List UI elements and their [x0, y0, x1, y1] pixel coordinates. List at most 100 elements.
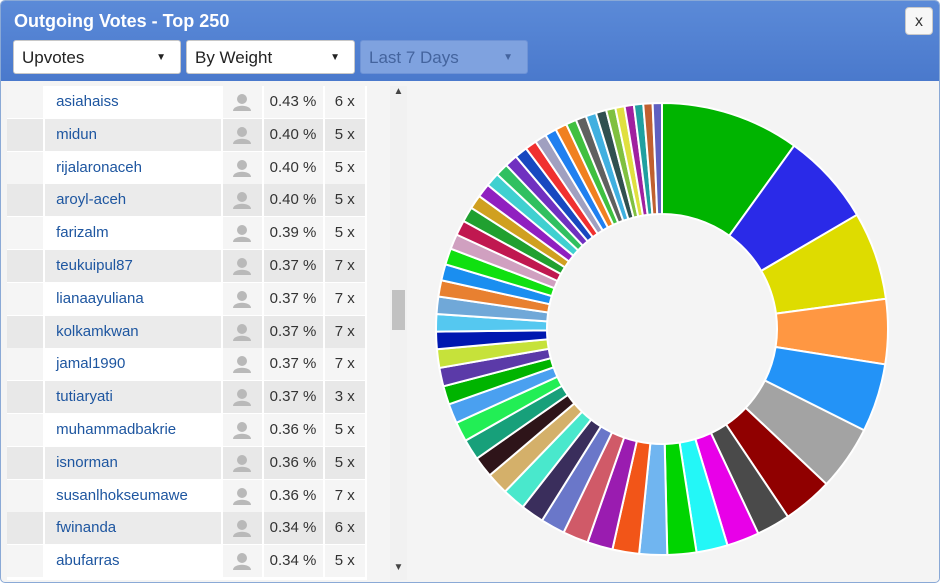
vote-type-select[interactable]: Upvotes ▼ — [13, 40, 181, 74]
row-spacer — [7, 151, 46, 184]
voter-link[interactable]: rijalaronaceh — [45, 151, 223, 184]
vote-count: 5 x — [324, 217, 367, 250]
voter-link[interactable]: tutiaryati — [45, 381, 223, 414]
vote-percentage: 0.37 % — [263, 381, 325, 414]
voter-link[interactable]: aroyl-aceh — [45, 184, 223, 217]
sort-select[interactable]: By Weight ▼ — [186, 40, 355, 74]
table-row: asiahaiss 0.43 % 6 x — [7, 86, 367, 118]
dialog-header: Outgoing Votes - Top 250 x Upvotes ▼ By … — [1, 1, 939, 81]
vote-percentage: 0.34 % — [263, 512, 325, 545]
table-row: fwinanda 0.34 % 6 x — [7, 512, 367, 545]
vote-percentage: 0.40 % — [263, 118, 325, 151]
vote-count: 7 x — [324, 348, 367, 381]
voter-link[interactable]: asiahaiss — [45, 86, 223, 118]
close-button[interactable]: x — [905, 7, 933, 35]
row-spacer — [7, 184, 46, 217]
user-icon[interactable] — [222, 315, 264, 348]
row-spacer — [7, 315, 46, 348]
vote-count: 5 x — [324, 118, 367, 151]
table-row: kolkamkwan 0.37 % 7 x — [7, 315, 367, 348]
user-icon[interactable] — [222, 479, 264, 512]
donut-slice[interactable] — [651, 101, 663, 216]
vote-count: 3 x — [324, 381, 367, 414]
voter-link[interactable]: abufarras — [45, 545, 223, 578]
table-row: jamal1990 0.37 % 7 x — [7, 348, 367, 381]
row-spacer — [7, 86, 46, 118]
user-icon[interactable] — [222, 381, 264, 414]
table-row: susanlhokseumawe 0.36 % 7 x — [7, 479, 367, 512]
vote-count: 5 x — [324, 545, 367, 578]
user-icon[interactable] — [222, 446, 264, 479]
vote-type-value: Upvotes — [22, 48, 85, 67]
chart-area — [409, 86, 939, 580]
vote-percentage: 0.36 % — [263, 446, 325, 479]
table-row: abufarras 0.34 % 5 x — [7, 545, 367, 578]
chevron-down-icon: ▼ — [156, 52, 166, 63]
voter-link[interactable]: teukuipul87 — [45, 250, 223, 282]
vote-count: 7 x — [324, 282, 367, 315]
user-icon[interactable] — [222, 86, 264, 118]
vote-percentage: 0.40 % — [263, 151, 325, 184]
row-spacer — [7, 217, 46, 250]
voter-link[interactable]: jamal1990 — [45, 348, 223, 381]
user-icon[interactable] — [222, 250, 264, 282]
user-icon[interactable] — [222, 545, 264, 578]
user-icon[interactable] — [222, 512, 264, 545]
vote-count: 5 x — [324, 446, 367, 479]
vote-percentage: 0.43 % — [263, 86, 325, 118]
voter-link[interactable]: fwinanda — [45, 512, 223, 545]
table-row: muhammadbakrie 0.36 % 5 x — [7, 414, 367, 446]
table-row: aroyl-aceh 0.40 % 5 x — [7, 184, 367, 217]
voter-link[interactable]: midun — [45, 118, 223, 151]
user-icon[interactable] — [222, 282, 264, 315]
dialog-title: Outgoing Votes - Top 250 — [14, 11, 230, 31]
user-icon[interactable] — [222, 217, 264, 250]
vote-count: 6 x — [324, 86, 367, 118]
user-icon[interactable] — [222, 118, 264, 151]
row-spacer — [7, 479, 46, 512]
voter-link[interactable]: lianaayuliana — [45, 282, 223, 315]
row-spacer — [7, 446, 46, 479]
table-row: isnorman 0.36 % 5 x — [7, 446, 367, 479]
vote-count: 6 x — [324, 512, 367, 545]
user-icon[interactable] — [222, 151, 264, 184]
scroll-up-arrow-icon[interactable]: ▲ — [393, 86, 404, 97]
row-spacer — [7, 512, 46, 545]
period-select: Last 7 Days ▼ — [360, 40, 528, 74]
table-row: teukuipul87 0.37 % 7 x — [7, 250, 367, 282]
scroll-down-arrow-icon[interactable]: ▼ — [393, 562, 404, 573]
row-spacer — [7, 545, 46, 578]
table-row: midun 0.40 % 5 x — [7, 118, 367, 151]
vote-percentage: 0.39 % — [263, 217, 325, 250]
list-scrollbar[interactable]: ▲ ▼ — [390, 86, 407, 580]
voter-link[interactable]: isnorman — [45, 446, 223, 479]
sort-value: By Weight — [195, 48, 273, 67]
table-row: lianaayuliana 0.37 % 7 x — [7, 282, 367, 315]
vote-percentage: 0.37 % — [263, 315, 325, 348]
row-spacer — [7, 414, 46, 446]
vote-percentage: 0.36 % — [263, 414, 325, 446]
table-row: tutiaryati 0.37 % 3 x — [7, 381, 367, 414]
table-row: farizalm 0.39 % 5 x — [7, 217, 367, 250]
vote-percentage: 0.37 % — [263, 250, 325, 282]
row-spacer — [7, 118, 46, 151]
user-icon[interactable] — [222, 184, 264, 217]
vote-count: 7 x — [324, 479, 367, 512]
vote-percentage: 0.36 % — [263, 479, 325, 512]
row-spacer — [7, 348, 46, 381]
period-value: Last 7 Days — [369, 48, 459, 67]
voter-link[interactable]: muhammadbakrie — [45, 414, 223, 446]
voter-link[interactable]: farizalm — [45, 217, 223, 250]
user-icon[interactable] — [222, 348, 264, 381]
vote-percentage: 0.37 % — [263, 282, 325, 315]
row-spacer — [7, 282, 46, 315]
scrollbar-thumb[interactable] — [392, 290, 405, 330]
vote-weight-donut-chart — [435, 101, 889, 556]
voter-link[interactable]: susanlhokseumawe — [45, 479, 223, 512]
vote-percentage: 0.34 % — [263, 545, 325, 578]
voter-link[interactable]: kolkamkwan — [45, 315, 223, 348]
row-spacer — [7, 381, 46, 414]
user-icon[interactable] — [222, 414, 264, 446]
vote-percentage: 0.40 % — [263, 184, 325, 217]
